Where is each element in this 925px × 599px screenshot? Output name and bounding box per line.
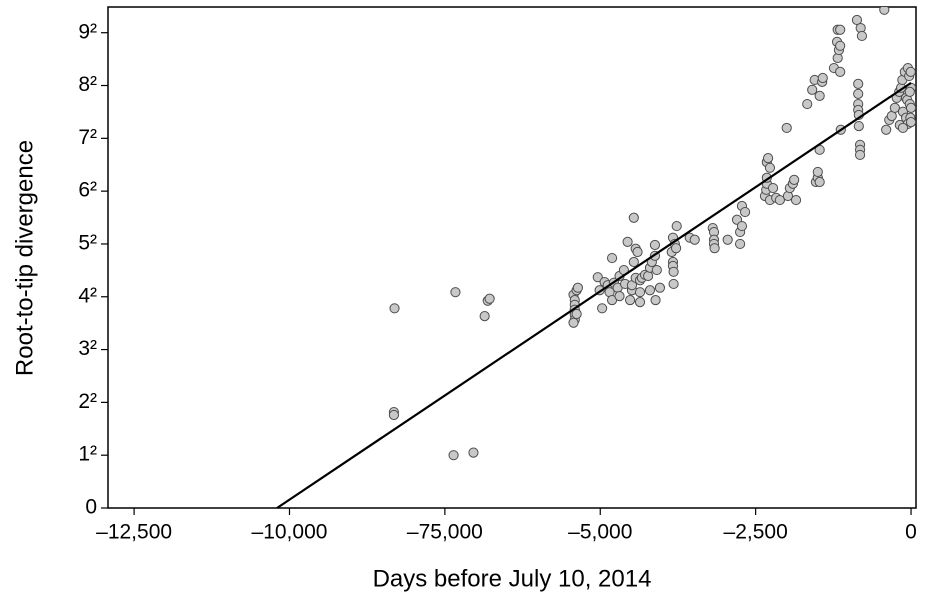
y-tick-label: 3² <box>78 337 97 360</box>
point <box>789 174 800 185</box>
point <box>622 236 633 247</box>
point <box>736 220 748 232</box>
point <box>812 166 823 178</box>
point <box>654 282 666 293</box>
plot-frame <box>107 6 917 509</box>
point <box>389 303 400 314</box>
y-tick-label: 9² <box>78 20 97 43</box>
point <box>905 102 916 113</box>
point <box>853 120 864 132</box>
y-tick-label: 1² <box>78 443 97 466</box>
point <box>722 234 733 245</box>
y-tick-label: 7² <box>78 126 97 149</box>
point <box>628 212 639 223</box>
point <box>881 124 892 135</box>
point <box>624 294 636 306</box>
y-tick-label: 8² <box>78 73 97 96</box>
point <box>879 7 890 15</box>
point <box>388 409 400 421</box>
point <box>807 84 818 95</box>
y-tick-label: 6² <box>78 179 97 202</box>
point <box>479 311 490 322</box>
point <box>904 86 915 97</box>
point <box>643 270 654 282</box>
point <box>774 194 785 206</box>
point <box>468 447 479 458</box>
point <box>814 90 825 101</box>
point <box>614 291 625 302</box>
point <box>651 264 662 276</box>
y-tick-label: 2² <box>78 390 97 413</box>
point <box>670 243 682 254</box>
point <box>854 149 866 161</box>
x-tick-label: –5,000 <box>568 521 632 544</box>
point <box>762 152 774 164</box>
point <box>632 246 643 258</box>
point <box>668 278 679 290</box>
point <box>905 116 916 128</box>
point <box>835 66 846 77</box>
point <box>709 243 720 254</box>
point <box>802 98 813 110</box>
point <box>735 238 746 250</box>
point <box>450 287 461 298</box>
point <box>767 182 779 194</box>
point <box>592 272 603 283</box>
point <box>649 239 661 251</box>
point <box>650 294 661 306</box>
point <box>634 297 646 308</box>
point <box>853 78 864 89</box>
y-tick-label: 5² <box>78 231 97 254</box>
point <box>897 122 909 134</box>
point <box>689 234 700 245</box>
point <box>790 194 802 206</box>
y-tick-label: 4² <box>78 284 97 307</box>
x-tick-label: –10,000 <box>252 521 328 544</box>
x-tick-label: –75,000 <box>407 521 483 544</box>
point <box>597 303 608 314</box>
y-axis-title: Root-to-tip divergence <box>11 140 38 376</box>
point <box>853 88 864 99</box>
x-tick-label: –2,500 <box>724 521 788 544</box>
point <box>856 30 868 42</box>
point <box>764 162 776 173</box>
x-tick-label: 0 <box>905 521 917 544</box>
point <box>572 282 583 293</box>
point <box>889 102 900 113</box>
point <box>628 256 639 268</box>
x-tick-label: –12,500 <box>96 521 172 544</box>
point <box>671 220 682 232</box>
point <box>448 450 459 461</box>
y-tick-label: 0 <box>85 496 97 519</box>
point <box>568 317 579 328</box>
point <box>817 72 828 84</box>
x-axis-title: Days before July 10, 2014 <box>373 565 652 592</box>
point <box>484 293 495 304</box>
point <box>814 176 825 188</box>
point <box>668 266 679 277</box>
point <box>835 40 846 51</box>
point <box>571 308 582 320</box>
point <box>634 287 646 298</box>
point <box>739 206 751 218</box>
point <box>606 252 618 264</box>
point <box>905 66 916 77</box>
fit-line <box>276 81 912 509</box>
point <box>781 122 792 134</box>
point <box>835 24 846 35</box>
point <box>644 285 656 296</box>
